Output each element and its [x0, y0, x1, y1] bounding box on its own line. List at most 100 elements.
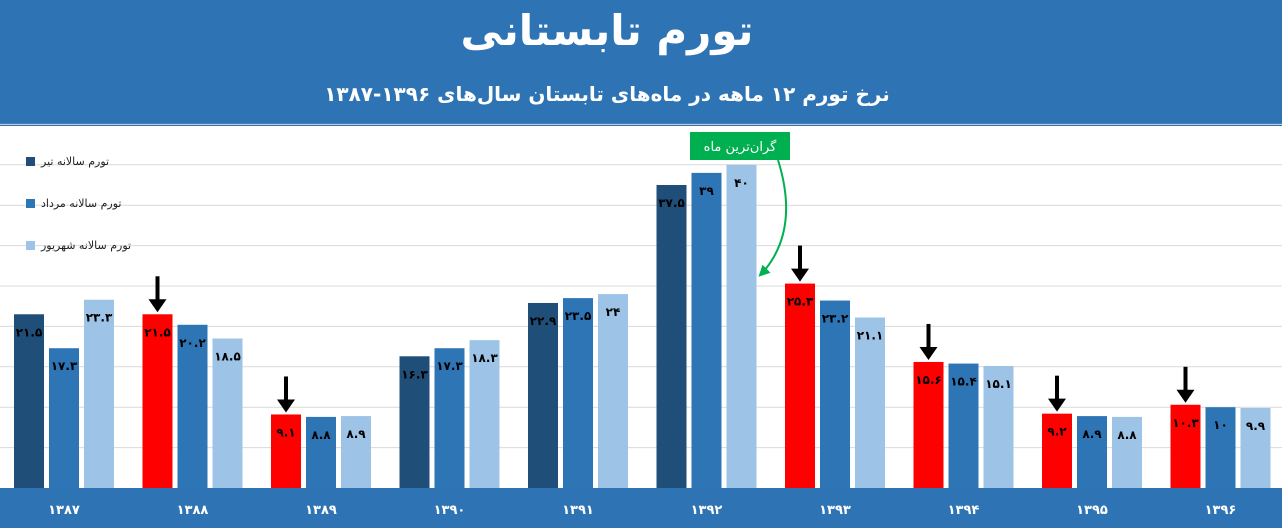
- bar-value-label: ۸.۹: [346, 427, 366, 441]
- annotation-box: [690, 132, 790, 160]
- bar: [726, 164, 757, 489]
- bar-value-label: ۳۹: [699, 184, 714, 198]
- bar: [14, 314, 44, 488]
- bar-value-label: ۱۶.۳: [401, 367, 428, 381]
- x-tick-label: ۱۳۸۸: [177, 503, 209, 518]
- bar: [598, 294, 628, 488]
- bar: [306, 416, 336, 488]
- x-tick-label: ۱۳۹۳: [819, 503, 851, 518]
- bar-value-label: ۲۳.۵: [565, 309, 592, 323]
- bar: [271, 414, 301, 488]
- annotation-label: گران‌ترین ماه: [704, 139, 778, 155]
- bar-value-label: ۹.۱: [276, 425, 295, 439]
- bar: [528, 302, 558, 488]
- bar: [656, 185, 687, 488]
- x-tick-labels: ۱۳۸۷ ۱۳۸۸ ۱۳۸۹ ۱۳۹۰ ۱۳۹۱ ۱۳۹۲ ۱۳۹۳ ۱۳۹۴ ۱۳۹۵ ۱۳۹۶: [48, 503, 1236, 518]
- bar-value-label: ۲۳.۳: [86, 311, 113, 325]
- bar: [1205, 407, 1236, 488]
- bar: [212, 338, 243, 488]
- x-tick-label: ۱۳۹۵: [1076, 503, 1108, 518]
- legend-swatch-shahrivar: [26, 240, 35, 250]
- bar-value-label: ۲۳.۲: [822, 312, 849, 326]
- bar: [469, 340, 500, 488]
- bar: [84, 299, 114, 488]
- bar-value-label: ۱۷.۳: [436, 359, 463, 373]
- legend-label-tir: تورم سالانه تیر: [41, 154, 110, 168]
- legend-swatch-tir: [26, 156, 35, 166]
- bar: [563, 298, 593, 488]
- bar: [177, 324, 208, 488]
- x-tick-label: ۱۳۹۲: [691, 503, 723, 518]
- highlight-arrows: [148, 245, 1195, 413]
- bar-value-label: ۱۵.۱: [985, 377, 1012, 391]
- bar-value-label: ۳۷.۵: [658, 196, 685, 210]
- arrow-head: [277, 399, 295, 413]
- arrow-head: [1048, 398, 1066, 412]
- bar-value-label: ۸.۹: [1082, 427, 1102, 441]
- bar-value-label: ۹.۲: [1047, 425, 1067, 439]
- chart-title: تورم تابستانی: [460, 6, 754, 55]
- bar: [49, 348, 79, 488]
- bar: [785, 283, 815, 488]
- bar-value-label: ۲۵.۳: [787, 295, 814, 309]
- x-tick-label: ۱۳۹۰: [434, 503, 466, 518]
- bar: [1112, 416, 1142, 488]
- annotation-group: گران‌ترین ماه: [690, 132, 790, 277]
- annotation-arrow-head: [758, 264, 771, 277]
- bar-value-label: ۲۴: [606, 305, 621, 319]
- bar-value-label: ۱۵.۶: [915, 373, 942, 387]
- bar: [948, 363, 979, 488]
- bar-value-label: ۱۰.۳: [1172, 416, 1199, 430]
- bar: [1240, 408, 1271, 488]
- bar: [983, 365, 1014, 488]
- arrow-head: [919, 346, 938, 360]
- chart-header: تورم تابستانی نرخ تورم ۱۲ ماهه در ماه‌ها…: [0, 0, 1282, 126]
- bar-value-label: ۱۸.۵: [214, 350, 241, 364]
- bar-value-label: ۲۰.۲: [179, 336, 206, 350]
- bar-value-label: ۱۸.۳: [471, 351, 498, 365]
- x-tick-label: ۱۳۹۴: [948, 503, 980, 518]
- x-axis-band: [0, 488, 1282, 528]
- bar-value-label: ۲۱.۵: [16, 325, 43, 339]
- bar: [434, 348, 465, 488]
- bars: [14, 164, 1271, 489]
- legend-item-mordad: تورم سالانه مرداد: [26, 182, 131, 224]
- legend-item-shahrivar: تورم سالانه شهریور: [26, 224, 131, 266]
- legend-label-mordad: تورم سالانه مرداد: [41, 196, 122, 210]
- x-tick-label: ۱۳۹۶: [1205, 503, 1237, 518]
- arrow-head: [1176, 389, 1195, 403]
- bar: [820, 300, 850, 488]
- bar: [913, 361, 944, 488]
- bar: [1170, 404, 1201, 488]
- value-labels: ۲۱.۵ ۱۷.۳ ۲۳.۳ ۲۱.۵ ۲۰.۲ ۱۸.۵ ۹.۱ ۸.۸ ۸.۹ ۱۶.۳ ۱۷.…: [16, 176, 1266, 442]
- x-tick-label: ۱۳۹۱: [562, 503, 594, 518]
- arrow-head: [791, 268, 809, 282]
- annotation-arrow: [761, 159, 788, 274]
- legend-item-tir: تورم سالانه تیر: [26, 140, 131, 182]
- bar-value-label: ۱۵.۴: [950, 375, 977, 389]
- bar: [142, 314, 173, 488]
- bar-value-label: ۱۰: [1213, 418, 1228, 432]
- x-tick-label: ۱۳۸۷: [48, 503, 80, 518]
- bar-value-label: ۲۲.۹: [530, 314, 557, 328]
- bar: [1042, 413, 1072, 488]
- bar-value-label: ۹.۹: [1246, 419, 1266, 433]
- bar: [691, 172, 722, 488]
- arrow-head: [148, 299, 167, 313]
- bar-value-label: ۲۱.۱: [857, 329, 884, 343]
- bar-value-label: ۸.۸: [1117, 428, 1137, 442]
- bar: [855, 317, 885, 488]
- bar-value-label: ۸.۸: [311, 428, 331, 442]
- bar: [399, 356, 430, 488]
- x-tick-label: ۱۳۸۹: [305, 503, 337, 518]
- bar-value-label: ۱۷.۳: [51, 359, 78, 373]
- bar: [1077, 416, 1107, 488]
- legend-swatch-mordad: [26, 198, 35, 208]
- bar-value-label: ۴۰: [734, 176, 749, 190]
- legend-label-shahrivar: تورم سالانه شهریور: [41, 238, 132, 252]
- bar: [341, 416, 371, 488]
- bar-value-label: ۲۱.۵: [144, 325, 171, 339]
- chart-subtitle: نرخ تورم ۱۲ ماهه در ماه‌های تابستان سال‌…: [324, 82, 890, 106]
